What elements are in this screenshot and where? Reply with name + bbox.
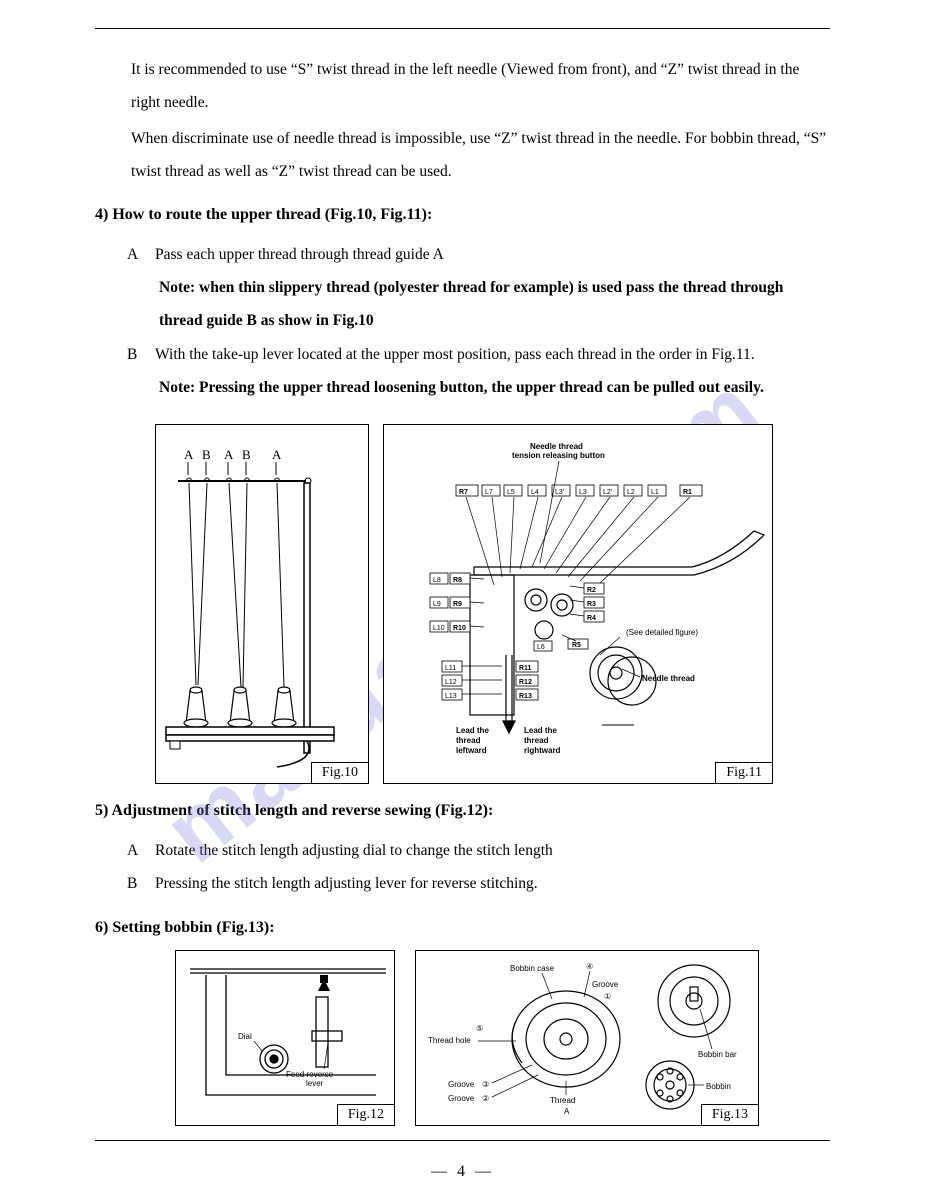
svg-text:R4: R4	[587, 615, 596, 622]
fig11-title1: Needle thread	[530, 442, 583, 451]
svg-text:R7: R7	[459, 489, 468, 496]
fig10-guide-1: B	[202, 447, 211, 462]
fig10-guide-4: A	[272, 447, 282, 462]
figures-row-1: A B A B A	[155, 424, 830, 784]
sec4-b-note: Note: Pressing the upper thread loosenin…	[159, 371, 830, 404]
fig13-c2: ②	[482, 1094, 489, 1103]
fig12-lever2: lever	[306, 1079, 324, 1088]
sec4-a-text: Pass each upper thread through thread gu…	[155, 238, 830, 271]
svg-text:R10: R10	[453, 625, 466, 632]
page-number: — 4 —	[95, 1163, 830, 1181]
fig11-lr1: Lead the	[524, 726, 557, 735]
svg-text:R12: R12	[519, 679, 532, 686]
fig13-c1: ①	[604, 992, 611, 1001]
fig11-lr3: rightward	[524, 746, 561, 755]
fig11-ll2: thread	[456, 736, 481, 745]
top-rule	[95, 28, 830, 29]
sec4-heading: 4) How to route the upper thread (Fig.10…	[95, 202, 830, 228]
fig13-bobbinbar: Bobbin bar	[698, 1050, 737, 1059]
svg-text:L1: L1	[651, 489, 659, 496]
svg-text:R8: R8	[453, 577, 462, 584]
svg-text:R11: R11	[519, 665, 532, 672]
fig13-groove: Groove	[592, 980, 619, 989]
svg-text:R1: R1	[683, 489, 692, 496]
svg-text:L13: L13	[445, 693, 457, 700]
svg-text:L3': L3'	[555, 489, 564, 496]
svg-text:L10: L10	[433, 625, 445, 632]
bottom-rule	[95, 1140, 830, 1141]
fig11-title2: tension releasing button	[512, 451, 605, 460]
svg-text:R3: R3	[587, 601, 596, 608]
fig11-seedetail: (See detailed figure)	[626, 628, 698, 637]
sec4-item-b: B With the take-up lever located at the …	[127, 338, 830, 371]
figure-13: Bobbin case ④ Groove ① Thread hole ⑤ Gro…	[415, 950, 759, 1126]
svg-text:R9: R9	[453, 601, 462, 608]
list-label-5b: B	[127, 867, 155, 900]
fig12-dial: Dial	[238, 1032, 252, 1041]
fig11-top-boxes: R7 L7 L5 L4 L3' L3 L2' L2 L1 R1	[456, 485, 702, 496]
fig10-guide-3: B	[242, 447, 251, 462]
svg-text:L2: L2	[627, 489, 635, 496]
fig13-threadA2: A	[564, 1107, 570, 1116]
sec6-heading: 6) Setting bobbin (Fig.13):	[95, 915, 830, 941]
fig11-lr2: thread	[524, 736, 549, 745]
fig13-c4: ④	[586, 962, 593, 971]
fig13-caption: Fig.13	[701, 1104, 759, 1126]
sec5-a-text: Rotate the stitch length adjusting dial …	[155, 834, 830, 867]
svg-text:R2: R2	[587, 587, 596, 594]
fig11-r5: R5	[572, 642, 581, 649]
svg-text:L3: L3	[579, 489, 587, 496]
figure-11: Needle thread tension releasing button R…	[383, 424, 773, 784]
fig11-ll3: leftward	[456, 746, 487, 755]
sec4-b-text: With the take-up lever located at the up…	[155, 338, 830, 371]
sec4-a-note: Note: when thin slippery thread (polyest…	[159, 271, 830, 338]
fig13-threadhole: Thread hole	[428, 1036, 471, 1045]
fig11-needlethread: Needle thread	[642, 674, 695, 683]
intro-p2: When discriminate use of needle thread i…	[131, 122, 830, 189]
sec4-item-a: A Pass each upper thread through thread …	[127, 238, 830, 271]
svg-text:L5: L5	[507, 489, 515, 496]
intro-p1: It is recommended to use “S” twist threa…	[131, 53, 830, 120]
sec5-b-text: Pressing the stitch length adjusting lev…	[155, 867, 830, 900]
fig13-c3: ③	[482, 1080, 489, 1089]
fig11-l6: L6	[537, 644, 545, 651]
fig10-guide-2: A	[224, 447, 234, 462]
svg-text:L2': L2'	[603, 489, 612, 496]
fig12-caption: Fig.12	[337, 1104, 395, 1126]
fig13-threadA1: Thread	[550, 1096, 575, 1105]
fig10-guide-0: A	[184, 447, 194, 462]
figure-12: Dial Feed reverse lever Fig.12	[175, 950, 395, 1126]
fig12-lever1: Feed reverse	[286, 1070, 334, 1079]
svg-text:L4: L4	[531, 489, 539, 496]
fig10-caption: Fig.10	[311, 762, 369, 784]
fig13-c5: ⑤	[476, 1024, 483, 1033]
fig13-bobbin: Bobbin	[706, 1082, 731, 1091]
list-label-a: A	[127, 238, 155, 271]
list-label-5a: A	[127, 834, 155, 867]
svg-text:L12: L12	[445, 679, 457, 686]
svg-text:L8: L8	[433, 577, 441, 584]
svg-text:R13: R13	[519, 693, 532, 700]
sec5-heading: 5) Adjustment of stitch length and rever…	[95, 798, 830, 824]
fig13-groove3: Groove	[448, 1080, 475, 1089]
list-label-b: B	[127, 338, 155, 371]
svg-text:L9: L9	[433, 601, 441, 608]
fig11-caption: Fig.11	[715, 762, 773, 784]
svg-text:L7: L7	[485, 489, 493, 496]
fig11-ll1: Lead the	[456, 726, 489, 735]
fig13-bobbincase: Bobbin case	[510, 964, 555, 973]
sec5-item-b: B Pressing the stitch length adjusting l…	[127, 867, 830, 900]
svg-text:L11: L11	[445, 665, 456, 672]
figures-row-2: Dial Feed reverse lever Fig.12	[175, 950, 830, 1126]
figure-10: A B A B A	[155, 424, 369, 784]
sec5-item-a: A Rotate the stitch length adjusting dia…	[127, 834, 830, 867]
fig13-groove2: Groove	[448, 1094, 475, 1103]
